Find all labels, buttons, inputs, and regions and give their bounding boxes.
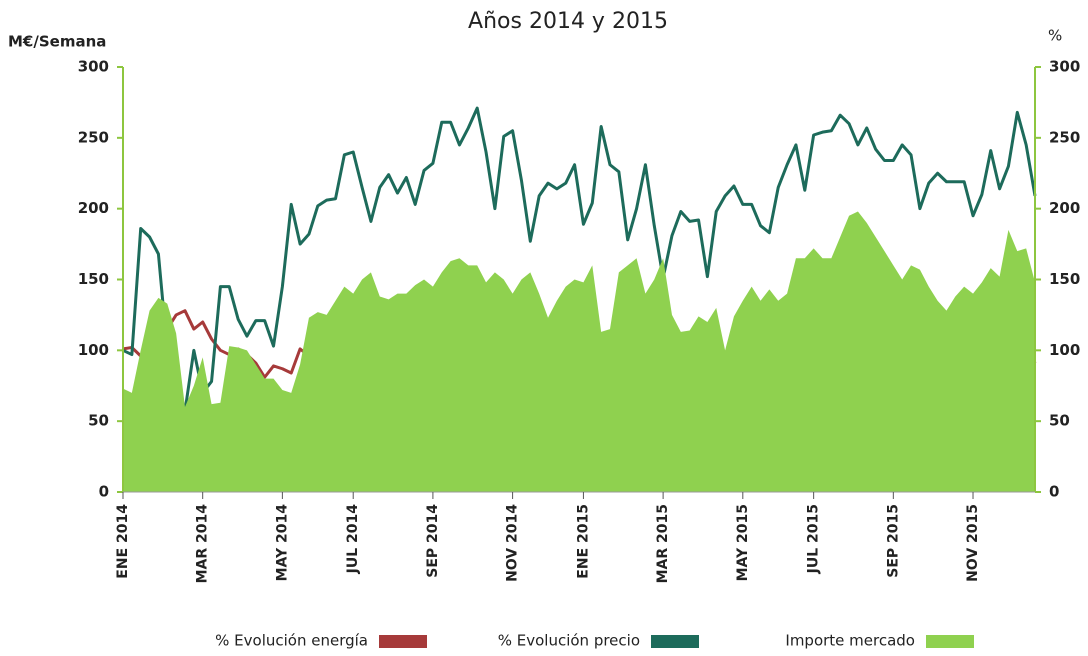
y2-axis-label: % xyxy=(1048,27,1062,45)
x-tick-label: JUL 2015 xyxy=(806,504,822,574)
y-tick-label: 50 xyxy=(88,412,109,430)
y-tick-label: 0 xyxy=(99,483,109,501)
y-tick-label: 300 xyxy=(78,58,109,76)
y2-tick-label: 300 xyxy=(1049,58,1080,76)
chart-title: Años 2014 y 2015 xyxy=(468,9,668,34)
x-tick-label: SEP 2015 xyxy=(885,504,901,578)
y-tick-label: 150 xyxy=(78,270,109,288)
x-tick-label: MAY 2014 xyxy=(274,504,290,582)
y-tick-label: 250 xyxy=(78,128,109,146)
y-tick-label: 200 xyxy=(78,199,109,217)
x-tick-label: NOV 2015 xyxy=(965,504,981,582)
x-tick-label: ENE 2015 xyxy=(575,504,591,579)
y2-tick-label: 50 xyxy=(1049,412,1070,430)
y2-tick-label: 250 xyxy=(1049,128,1080,146)
y-axis-label: M€/Semana xyxy=(8,33,106,51)
legend-swatch xyxy=(379,635,427,648)
legend-label: Importe mercado xyxy=(785,632,915,650)
x-tick-label: SEP 2014 xyxy=(425,504,441,578)
y-tick-label: 100 xyxy=(78,341,109,359)
x-tick-label: JUL 2014 xyxy=(345,504,361,575)
x-tick-label: MAY 2015 xyxy=(735,504,751,581)
x-tick-label: ENE 2014 xyxy=(115,504,131,579)
y2-tick-label: 100 xyxy=(1049,341,1080,359)
y2-tick-label: 200 xyxy=(1049,199,1080,217)
x-tick-label: MAR 2015 xyxy=(655,504,671,583)
x-tick-label: NOV 2014 xyxy=(505,504,521,582)
legend-swatch xyxy=(651,635,699,648)
line xyxy=(122,106,1037,429)
legend-label: % Evolución precio xyxy=(498,632,640,650)
area xyxy=(123,211,1035,492)
legend-swatch xyxy=(926,635,974,648)
y2-tick-label: 150 xyxy=(1049,270,1080,288)
legend-label: % Evolución energía xyxy=(215,632,368,650)
y2-tick-label: 0 xyxy=(1049,483,1059,501)
x-tick-label: MAR 2014 xyxy=(195,504,211,584)
